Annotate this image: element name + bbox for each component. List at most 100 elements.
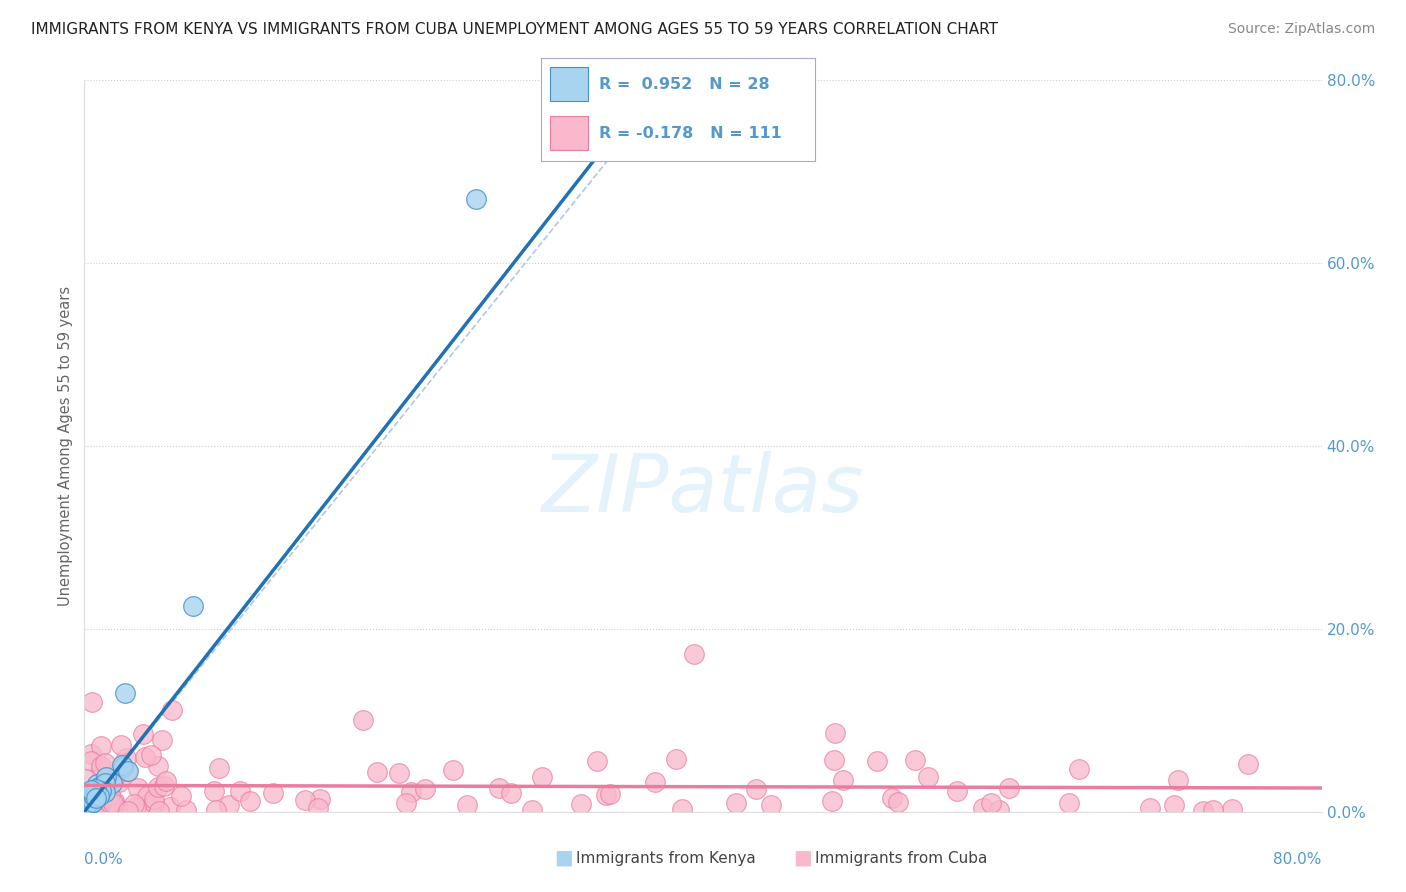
Point [103,798,125,813]
Point [127,781,149,796]
Point [153,779,176,793]
Point [83,789,105,804]
Point [208,761,231,775]
Point [90,763,112,777]
Point [139,748,162,763]
Point [366,764,388,779]
Point [86,776,108,790]
Point [824,753,846,767]
Point [1236,756,1258,771]
Point [86,789,108,803]
Point [143,792,166,806]
Point [134,749,156,764]
Point [917,770,939,784]
Text: R = -0.178   N = 111: R = -0.178 N = 111 [599,126,782,141]
Point [84,782,107,797]
Point [90,759,112,773]
Point [104,770,127,784]
Point [117,764,139,778]
Point [103,796,125,810]
Point [98,799,121,814]
Point [309,792,332,806]
Point [388,765,411,780]
Point [155,774,177,789]
Point [599,787,621,801]
Point [125,800,148,814]
Text: 80.0%: 80.0% [1274,852,1322,867]
Point [724,796,747,810]
Point [887,795,910,809]
Point [456,798,478,813]
Point [499,786,522,800]
Text: ▪: ▪ [792,844,813,872]
Point [76,799,98,814]
Point [585,754,607,768]
Point [671,802,693,816]
Point [122,797,145,811]
Point [520,803,543,817]
Point [103,796,125,810]
Point [89,780,111,794]
Point [142,796,165,810]
Point [76,805,98,819]
Point [1192,804,1215,818]
Point [824,725,846,739]
Point [644,774,666,789]
Point [294,793,316,807]
Point [1202,804,1225,818]
Bar [550,117,588,150]
Point [980,796,1002,810]
Point [111,758,134,772]
Point [94,771,117,785]
Point [987,803,1010,817]
Point [352,714,374,728]
Text: Source: ZipAtlas.com: Source: ZipAtlas.com [1227,22,1375,37]
Point [866,755,889,769]
Point [98,796,121,810]
Point [84,790,107,805]
Point [413,782,436,797]
Point [464,192,486,206]
Point [101,776,124,790]
Point [170,789,193,804]
Text: Immigrants from Kenya: Immigrants from Kenya [576,851,756,865]
Point [202,784,225,798]
Point [530,770,553,784]
Point [91,780,114,795]
Point [880,790,903,805]
Point [831,772,853,787]
Point [218,797,240,812]
Point [82,782,104,797]
Point [683,648,706,662]
Text: R =  0.952   N = 28: R = 0.952 N = 28 [599,77,769,92]
Text: ZIPatlas: ZIPatlas [541,450,865,529]
Point [87,789,110,803]
Point [441,764,464,778]
Point [239,795,262,809]
Text: 0.0%: 0.0% [84,852,124,867]
Point [114,686,136,700]
Point [395,796,418,810]
Point [115,751,138,765]
Point [80,747,103,762]
Point [82,795,104,809]
Point [821,794,844,808]
Point [262,786,284,800]
Point [101,805,124,819]
Bar [550,67,588,101]
Point [174,803,197,817]
Point [93,799,115,814]
Point [75,804,97,818]
Point [665,752,688,766]
Point [115,764,138,779]
Point [1163,797,1185,812]
Y-axis label: Unemployment Among Ages 55 to 59 years: Unemployment Among Ages 55 to 59 years [58,286,73,606]
Point [75,772,97,786]
Point [107,804,129,818]
Point [1139,801,1161,815]
Point [117,804,139,818]
Point [94,785,117,799]
Point [89,801,111,815]
Point [181,599,204,613]
Point [745,782,768,797]
